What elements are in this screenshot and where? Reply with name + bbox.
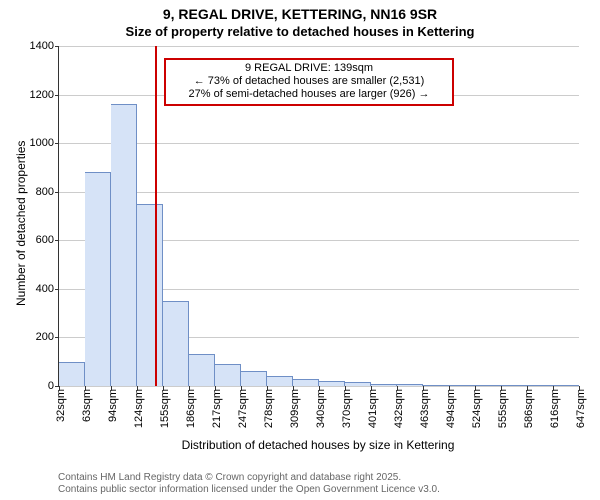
histogram-bar <box>241 371 267 386</box>
x-tick-label: 155sqm <box>159 389 171 428</box>
x-tick-label: 63sqm <box>81 389 93 422</box>
x-tick-label: 494sqm <box>445 389 457 428</box>
y-tick-label: 600 <box>36 234 59 246</box>
y-tick-label: 1400 <box>30 40 59 52</box>
histogram-bar <box>215 364 241 386</box>
y-axis-label: Number of detached properties <box>14 141 28 306</box>
histogram-bar <box>345 382 371 386</box>
x-tick-label: 278sqm <box>263 389 275 428</box>
x-tick-label: 586sqm <box>523 389 535 428</box>
x-tick-label: 247sqm <box>237 389 249 428</box>
y-tick-label: 800 <box>36 186 59 198</box>
histogram-bar <box>319 381 345 386</box>
chart-title-line2: Size of property relative to detached ho… <box>0 24 600 40</box>
chart-title-block: 9, REGAL DRIVE, KETTERING, NN16 9SR Size… <box>0 0 600 40</box>
x-tick-label: 616sqm <box>549 389 561 428</box>
histogram-bar <box>371 384 397 386</box>
footer-attribution: Contains HM Land Registry data © Crown c… <box>58 472 440 496</box>
y-tick-label: 1000 <box>30 137 59 149</box>
histogram-bar <box>293 379 319 386</box>
x-tick-label: 94sqm <box>107 389 119 422</box>
x-tick-label: 124sqm <box>133 389 145 428</box>
histogram-bar <box>527 385 553 386</box>
histogram-bar <box>397 384 423 386</box>
footer-line1: Contains HM Land Registry data © Crown c… <box>58 472 440 484</box>
x-tick-label: 217sqm <box>211 389 223 428</box>
x-tick-label: 370sqm <box>341 389 353 428</box>
x-tick-label: 524sqm <box>471 389 483 428</box>
x-tick-label: 555sqm <box>497 389 509 428</box>
plot-area: 020040060080010001200140032sqm63sqm94sqm… <box>58 46 579 387</box>
x-tick-label: 463sqm <box>419 389 431 428</box>
x-tick-label: 647sqm <box>575 389 587 428</box>
x-axis-label: Distribution of detached houses by size … <box>58 438 578 452</box>
y-tick-label: 1200 <box>30 89 59 101</box>
x-tick-label: 401sqm <box>367 389 379 428</box>
x-tick-label: 186sqm <box>185 389 197 428</box>
annotation-line3: 27% of semi-detached houses are larger (… <box>172 88 446 101</box>
x-tick-label: 432sqm <box>393 389 405 428</box>
histogram-bar <box>449 385 475 386</box>
x-tick-label: 340sqm <box>315 389 327 428</box>
gridline <box>59 46 579 47</box>
x-tick-label: 309sqm <box>289 389 301 428</box>
chart-title-line1: 9, REGAL DRIVE, KETTERING, NN16 9SR <box>0 6 600 24</box>
histogram-bar <box>475 385 501 386</box>
annotation-line1: 9 REGAL DRIVE: 139sqm <box>172 62 446 75</box>
gridline <box>59 143 579 144</box>
histogram-bar <box>189 354 215 386</box>
chart-container: 9, REGAL DRIVE, KETTERING, NN16 9SR Size… <box>0 0 600 500</box>
gridline <box>59 192 579 193</box>
histogram-bar <box>163 301 189 386</box>
footer-line2: Contains public sector information licen… <box>58 484 440 496</box>
histogram-bar <box>59 362 85 386</box>
histogram-bar <box>267 376 293 386</box>
histogram-bar <box>553 385 579 386</box>
histogram-bar <box>111 104 137 386</box>
histogram-bar <box>423 385 449 386</box>
annotation-line2: ← 73% of detached houses are smaller (2,… <box>172 75 446 88</box>
y-tick-label: 200 <box>36 331 59 343</box>
annotation-box: 9 REGAL DRIVE: 139sqm← 73% of detached h… <box>164 58 454 106</box>
subject-marker-line <box>155 46 157 386</box>
histogram-bar <box>85 172 111 386</box>
y-tick-label: 400 <box>36 283 59 295</box>
x-tick-label: 32sqm <box>55 389 67 422</box>
histogram-bar <box>501 385 527 386</box>
histogram-bar <box>137 204 163 386</box>
